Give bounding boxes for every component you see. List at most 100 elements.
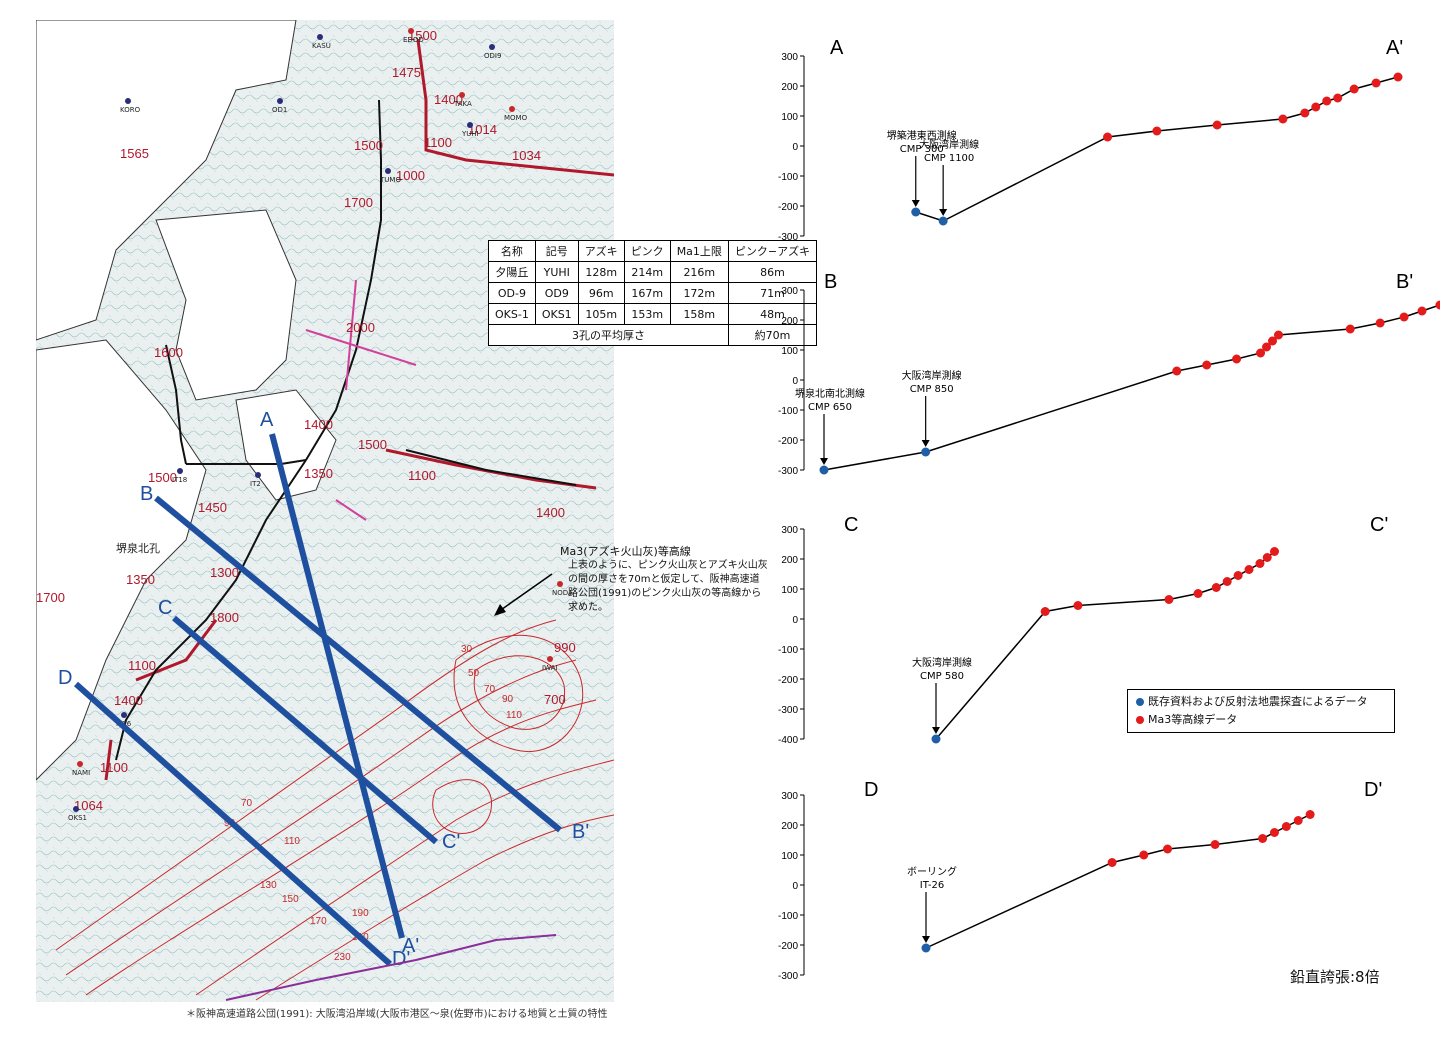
table-cell: 96m [577, 282, 625, 304]
section-line [74, 681, 392, 967]
section-line [172, 615, 438, 845]
y-tick-label: -300 [778, 705, 798, 716]
y-tick-label: -300 [778, 466, 798, 477]
table-cell: YUHI [534, 261, 579, 283]
profile-title-left: A [830, 37, 844, 59]
y-tick-label: -200 [778, 941, 798, 952]
profile-title-right: C' [1370, 514, 1388, 536]
depth-label: 1100 [408, 468, 436, 483]
contour-label: 30 [461, 644, 473, 655]
data-point [1222, 577, 1232, 586]
contour-label: 50 [468, 668, 480, 679]
data-point [1305, 810, 1315, 819]
section-label-start: A [260, 409, 274, 431]
annotation-text: CMP 850 [910, 384, 954, 395]
profile-panel-D: 300 200 100 0 -100 -200 -300 D D' ボーリング IT-26 [778, 779, 1382, 982]
data-point [1333, 93, 1343, 103]
y-tick-label: 0 [792, 615, 798, 626]
depth-label: 1565 [120, 146, 149, 161]
contour-label: 90 [502, 694, 514, 705]
table-cell: 128m [577, 261, 625, 283]
data-point [819, 465, 829, 475]
table-header: 記号 [534, 240, 579, 262]
depth-label: 1600 [154, 345, 183, 360]
table-cell: OD-9 [488, 282, 536, 304]
section-line [154, 495, 562, 833]
table-cell: 153m [623, 303, 671, 325]
depth-label: 1100 [100, 760, 128, 775]
borehole-marker [509, 106, 515, 112]
depth-label: 1500 [354, 138, 383, 153]
borehole-marker [317, 34, 323, 40]
section-label-end: D' [392, 948, 410, 970]
site-label: MOMO [504, 114, 528, 122]
data-point [1393, 72, 1403, 82]
depth-label: 2000 [346, 320, 375, 335]
data-point [1322, 96, 1332, 106]
y-tick-label: 0 [792, 376, 798, 387]
section-label-end: B' [572, 821, 589, 843]
depth-label: 1034 [512, 148, 541, 163]
section-label-end: A' [402, 935, 419, 957]
depth-label: 1400 [114, 693, 143, 708]
site-label: EDOD [403, 36, 424, 44]
table-cell: 167m [623, 282, 671, 304]
data-point [1435, 300, 1440, 310]
y-tick-label: -100 [778, 911, 798, 922]
borehole-marker [489, 44, 495, 50]
thickness-table: 名称 記号 アズキ ピンク Ma1上限 ピンク−アズキ 夕陽丘 YUHI 128… [488, 240, 818, 346]
depth-label: 1400 [434, 92, 463, 107]
depth-label: 1100 [424, 135, 452, 150]
coastline [36, 20, 337, 781]
depth-label: 990 [554, 640, 576, 655]
depth-label: 1014 [468, 122, 497, 137]
arrow-head-icon [922, 936, 930, 943]
data-point [911, 207, 921, 217]
y-tick-label: 100 [781, 585, 798, 596]
depth-label: 1500 [148, 470, 177, 485]
data-point [1293, 816, 1303, 825]
arrow-head-icon [921, 440, 930, 447]
map-footnote: ＊阪神高速道路公団(1991): 大阪湾沿岸域(大阪市港区〜泉(佐野市)における… [186, 1009, 608, 1020]
arrow-head-icon [911, 200, 920, 207]
legend-item-red: Ma3等高線データ [1136, 712, 1237, 728]
profile-line [925, 813, 1311, 949]
y-tick-label: -100 [778, 645, 798, 656]
borehole-marker [121, 712, 127, 718]
data-point [1258, 834, 1268, 843]
site-label: KASU [312, 42, 331, 50]
table-row: 夕陽丘 YUHI 128m 214m 216m 86m [488, 261, 818, 283]
site-label: NODA [552, 589, 573, 597]
borehole-marker [467, 122, 473, 128]
data-point [1417, 306, 1427, 316]
data-point [1103, 132, 1113, 142]
table-cell: 158m [669, 303, 729, 325]
data-point [1244, 565, 1254, 574]
borehole-marker [408, 28, 414, 34]
ma3-contours [55, 619, 614, 1001]
profile-title-right: D' [1364, 779, 1382, 801]
blue-dot-icon [1136, 698, 1144, 706]
contour-label: 230 [334, 952, 351, 963]
site-label: 堺泉北孔 [116, 541, 160, 555]
y-tick-label: 200 [781, 555, 798, 566]
site-label: TUMO [379, 176, 401, 184]
y-tick-label: 300 [781, 286, 798, 297]
data-point [931, 734, 941, 744]
data-point [1152, 126, 1162, 136]
y-tick-label: 300 [781, 791, 798, 802]
y-tick-label: 200 [781, 821, 798, 832]
annotation-text: 堺築港東西測線 [887, 129, 957, 142]
data-point [1164, 595, 1174, 604]
depth-label: 1475 [392, 65, 421, 80]
red-dot-icon [1136, 716, 1144, 724]
site-label: KORO [120, 106, 141, 114]
data-point [1273, 330, 1283, 340]
borehole-marker [459, 92, 465, 98]
borehole-marker [557, 581, 563, 587]
section-label-start: D [58, 667, 72, 689]
depth-label: 1400 [304, 417, 333, 432]
data-point [1278, 114, 1288, 124]
profile-panel-B: 300 200 100 0 -100 -200 -300 B B' 堺泉北南北測線 CMP 650 大… [778, 271, 1440, 477]
borehole-marker [177, 468, 183, 474]
